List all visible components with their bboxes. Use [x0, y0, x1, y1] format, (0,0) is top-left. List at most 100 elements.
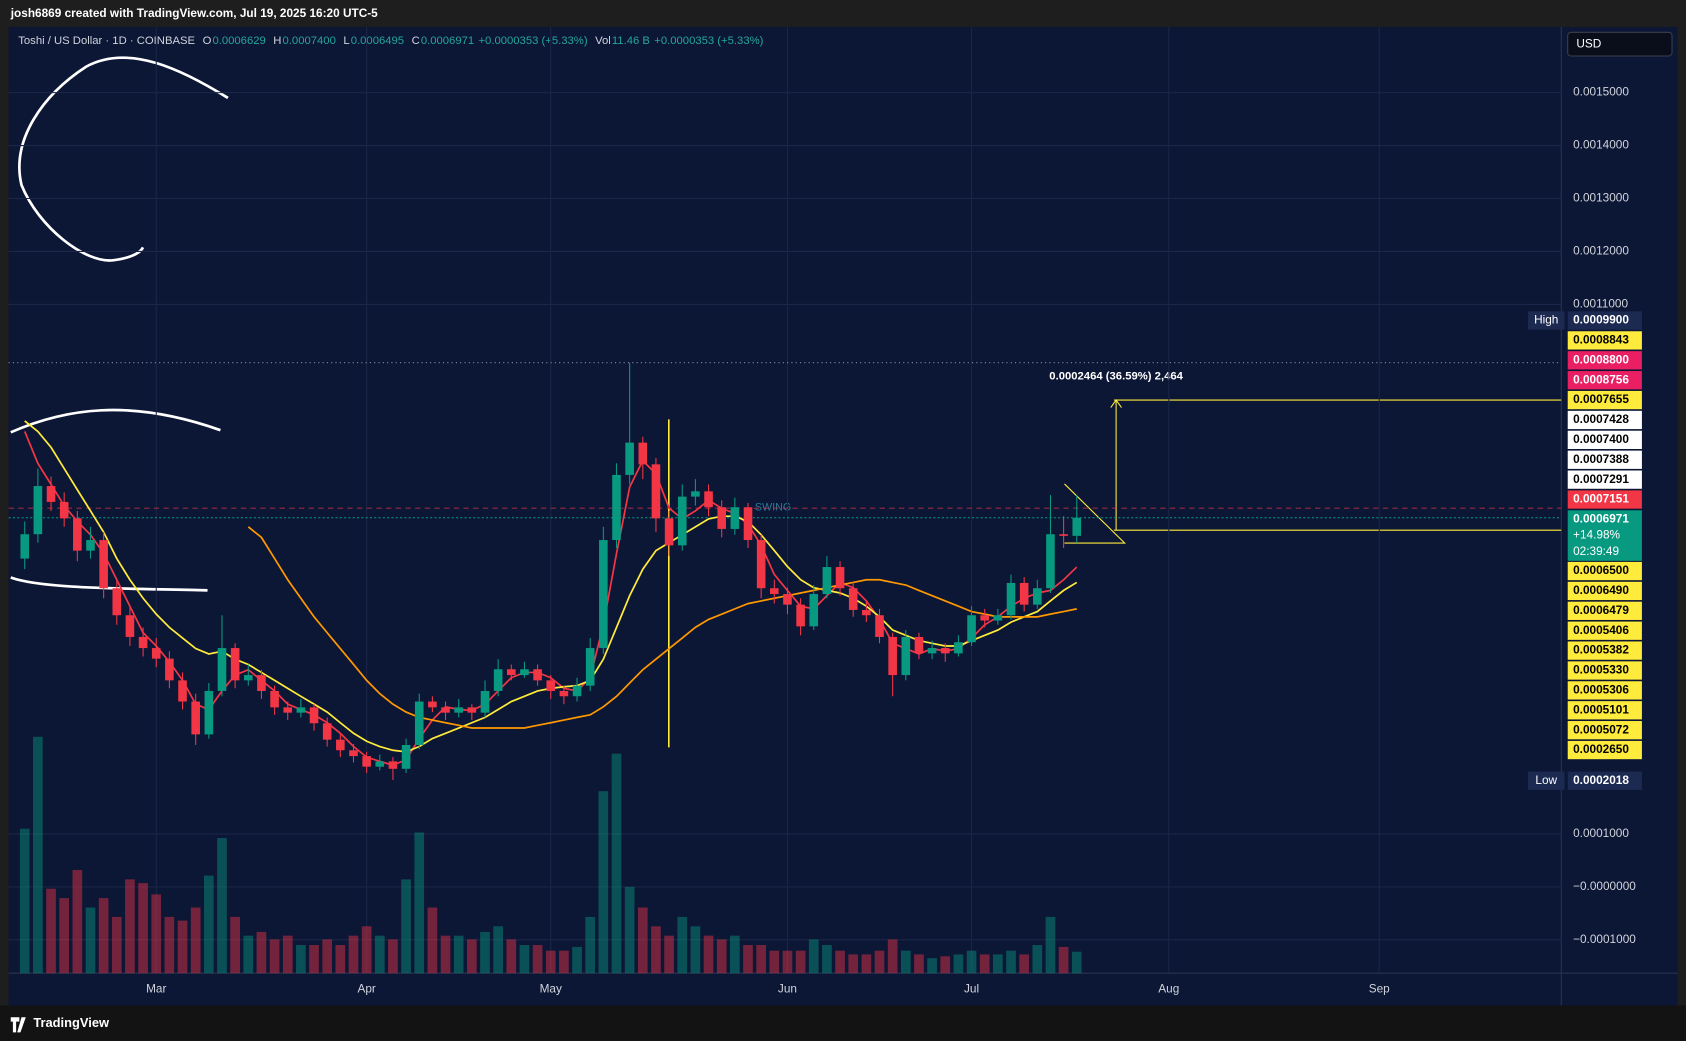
- volume-bar: [795, 950, 806, 974]
- candle-body: [375, 761, 385, 767]
- candle-body: [165, 658, 174, 681]
- candle-body: [730, 507, 740, 529]
- candle-body: [33, 486, 43, 535]
- volume-bar: [309, 945, 319, 974]
- candle-body: [46, 486, 56, 502]
- volume-bar: [480, 931, 490, 974]
- candle-body: [493, 669, 503, 691]
- currency-box[interactable]: [1567, 31, 1673, 57]
- price-tag-label: 0.0008800: [1573, 352, 1629, 366]
- volume-bar: [703, 935, 714, 974]
- legend-value: +0.0000353 (+5.33%): [478, 35, 587, 47]
- drawing: [10, 408, 221, 434]
- volume-bar: [46, 888, 56, 974]
- volume-bar: [111, 916, 122, 974]
- candle-body: [243, 675, 253, 681]
- price-tag-label: 0.0005330: [1573, 663, 1629, 677]
- volume-bar: [401, 879, 411, 974]
- moving-average: [247, 526, 1077, 729]
- price-tag-label: 0.0005382: [1573, 643, 1629, 657]
- volume-bar: [743, 945, 753, 974]
- price-tag-label: 0.0002018: [1573, 773, 1629, 787]
- price-tag-label: 0.0007151: [1573, 492, 1629, 506]
- volume-bar: [493, 926, 503, 974]
- volume-bar: [1019, 954, 1029, 974]
- volume-bar: [190, 907, 201, 974]
- price-tag: [1567, 581, 1642, 601]
- candle-body: [178, 680, 187, 702]
- candle-body: [217, 648, 227, 691]
- volume-bar: [427, 907, 438, 974]
- candle-body: [270, 690, 279, 708]
- volume-bar: [1032, 945, 1043, 974]
- candle-body: [546, 680, 556, 691]
- x-tick-label: Jun: [778, 981, 797, 995]
- legend-value: 0.0006971: [421, 35, 474, 47]
- candle-body: [704, 491, 713, 508]
- volume-bar: [953, 954, 964, 974]
- price-tag: [1567, 371, 1642, 390]
- candle-body: [914, 636, 924, 654]
- volume-bar: [651, 926, 661, 974]
- candle-body: [901, 636, 911, 676]
- drawing: [18, 56, 229, 262]
- axes: 0.0015000 0.0014000 0.0013000 0.0012000 0.00…: [146, 85, 1636, 996]
- x-tick-label: May: [540, 981, 562, 995]
- y-tick-label: 0.0001000: [1573, 826, 1629, 840]
- candle-body: [796, 604, 805, 627]
- candle-body: [809, 594, 819, 627]
- candle-body: [520, 669, 529, 676]
- volume-bar: [72, 869, 83, 974]
- side-tag-box: [1527, 311, 1565, 330]
- price-tag: [1567, 601, 1642, 620]
- volume-bar: [532, 945, 543, 974]
- y-tick-label: −0.0000000: [1573, 879, 1636, 893]
- volume-bar: [467, 939, 477, 974]
- candle-body: [691, 491, 700, 497]
- volume-bar: [322, 939, 333, 974]
- candle-body: [230, 648, 240, 681]
- candle-body: [336, 739, 345, 751]
- volume-bar: [611, 753, 622, 974]
- candle-body: [927, 648, 937, 654]
- candle-body: [454, 707, 463, 713]
- currency[interactable]: USD: [1576, 36, 1601, 50]
- volume-bar: [887, 939, 898, 974]
- volume-bar: [59, 898, 70, 974]
- volume-bar: [861, 954, 872, 974]
- y-tick-label: 0.0012000: [1573, 244, 1629, 258]
- price-tag: [1567, 681, 1642, 700]
- volume-bar: [348, 935, 359, 974]
- candle-body: [362, 756, 371, 767]
- candle-body: [414, 701, 424, 745]
- candle-body: [73, 518, 82, 551]
- volume-bar: [979, 954, 990, 974]
- volume-bar: [624, 886, 635, 974]
- price-tag-label: 0.0006500: [1573, 563, 1629, 577]
- volume-bar: [1058, 946, 1069, 974]
- price-tag: [1567, 331, 1642, 350]
- price-tag: [1567, 621, 1642, 640]
- candle-body: [625, 442, 634, 475]
- price-tag-label: 0.0005306: [1573, 683, 1629, 697]
- candle-body: [585, 648, 595, 686]
- volume-bar: [269, 939, 280, 974]
- candle-body: [322, 723, 332, 740]
- volume-bar: [900, 950, 911, 974]
- volume-bar: [282, 935, 293, 974]
- x-tick-label: Aug: [1158, 981, 1179, 995]
- volume-bar: [151, 894, 162, 974]
- candle-body: [1006, 582, 1016, 616]
- measure-arrow-head: [1110, 399, 1122, 408]
- volume-bar: [966, 950, 977, 974]
- price-tag: [1567, 510, 1642, 561]
- side-tag-label: Low: [1535, 773, 1557, 787]
- volume-bar: [85, 907, 96, 974]
- volume-bar: [730, 935, 740, 974]
- footer-bar: [0, 1005, 1686, 1041]
- volume: [19, 736, 1082, 974]
- price-tag-label: 0.0005101: [1573, 702, 1629, 716]
- candle-body: [717, 507, 727, 529]
